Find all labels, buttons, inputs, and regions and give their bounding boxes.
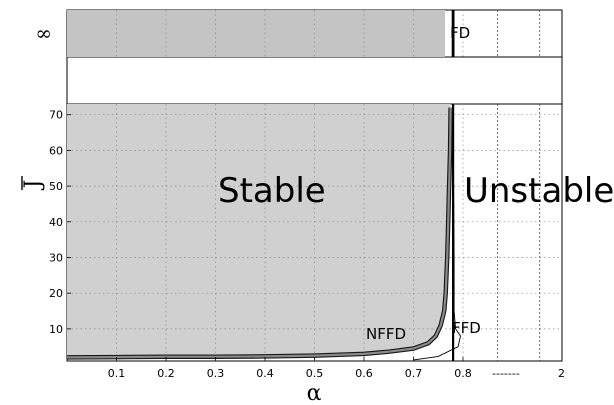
y-ticks: 10 20 30 40 50 60 70 (49, 109, 71, 336)
x-axis-label: α (307, 381, 322, 405)
right-guide-lines (497, 10, 541, 361)
x-tick-label: 0.3 (207, 367, 225, 380)
y-infinity-tick-label: ∞ (35, 21, 52, 45)
x-tick-label: 0.4 (256, 367, 274, 380)
stable-region-infinity (67, 10, 445, 57)
unstable-region-label: Unstable (464, 171, 614, 211)
axis-break-band (66, 56, 563, 105)
y-tick-label: 70 (49, 109, 63, 122)
x-tick-label: 0.6 (355, 367, 373, 380)
x-tick-label: 0.7 (405, 367, 423, 380)
fd-curve-label: FD (450, 24, 470, 42)
y-tick-label: 20 (49, 287, 63, 300)
x-ticks: 0.1 0.2 0.3 0.4 0.5 0.6 0.7 0.8 (108, 357, 472, 380)
y-tick-label: 40 (49, 216, 63, 229)
ffd-curve-label: FFD (452, 319, 481, 337)
x-end-tick-label: 2 (558, 367, 565, 380)
stable-region-label: Stable (218, 171, 326, 211)
x-break-label: ------- (492, 367, 520, 380)
y-tick-label: 10 (49, 323, 63, 336)
x-tick-label: 0.2 (157, 367, 175, 380)
x-tick-label: 0.8 (454, 367, 472, 380)
x-tick-label: 0.1 (108, 367, 126, 380)
nffd-curve (66, 107, 452, 359)
y-tick-label: 30 (49, 251, 63, 264)
stable-region-fill (67, 104, 451, 358)
grid-infinity (116, 10, 464, 57)
y-tick-label: 60 (49, 144, 63, 157)
y-axis-label-group: J (21, 176, 46, 190)
nffd-curve-label: NFFD (366, 325, 406, 343)
y-tick-label: 50 (49, 180, 63, 193)
grid-main (67, 104, 562, 361)
y-axis-label: J (21, 180, 46, 191)
x-tick-label: 0.5 (306, 367, 324, 380)
